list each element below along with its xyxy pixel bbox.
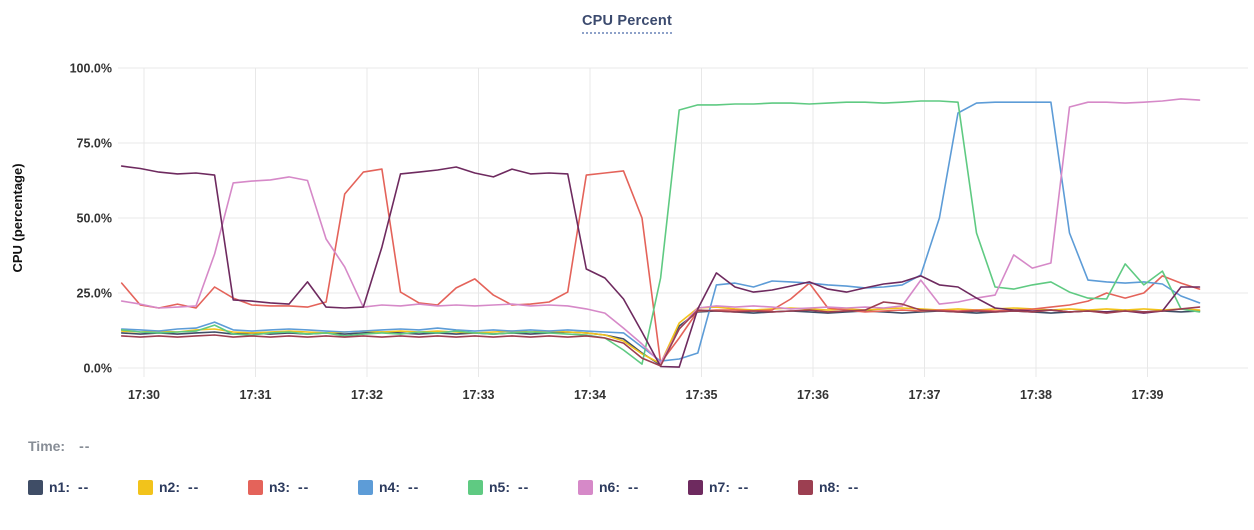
legend-item-n2[interactable]: n2: -- <box>138 479 248 495</box>
time-readout: Time: -- <box>28 438 90 454</box>
legend-label-n6: n6: <box>599 479 620 495</box>
legend-swatch-n5 <box>468 479 483 495</box>
x-axis-labels: 17:30 17:31 17:32 17:33 17:34 17:35 17:36 17:37… <box>128 388 1164 402</box>
legend-swatch-n4 <box>358 479 373 495</box>
legend-value-n8: -- <box>848 479 860 495</box>
legend-label-n5: n5: <box>489 479 510 495</box>
legend-item-n7[interactable]: n7: -- <box>688 479 798 495</box>
legend-value-n3: -- <box>298 479 310 495</box>
legend-swatch-n3 <box>248 479 263 495</box>
legend-swatch-n6 <box>578 479 593 495</box>
x-tick-label: 17:38 <box>1020 388 1052 402</box>
grid <box>118 67 1248 377</box>
legend-item-n8[interactable]: n8: -- <box>798 479 908 495</box>
legend-swatch-n8 <box>798 479 813 495</box>
legend-value-n5: -- <box>518 479 530 495</box>
legend-value-n1: -- <box>78 479 90 495</box>
y-axis-title: CPU (percentage) <box>10 163 25 272</box>
series-line-n6 <box>120 98 1201 364</box>
x-tick-label: 17:33 <box>463 388 495 402</box>
legend-label-n7: n7: <box>709 479 730 495</box>
legend-label-n2: n2: <box>159 479 180 495</box>
x-tick-label: 17:37 <box>909 388 941 402</box>
series-lines <box>120 98 1201 368</box>
legend-item-n6[interactable]: n6: -- <box>578 479 688 495</box>
y-tick-label: 25.0% <box>77 287 112 301</box>
y-axis-labels: 100.0% 75.0% 50.0% 25.0% 0.0% <box>70 62 112 376</box>
y-tick-label: 100.0% <box>70 62 112 76</box>
time-value: -- <box>79 438 91 454</box>
legend-swatch-n1 <box>28 479 43 495</box>
legend-label-n4: n4: <box>379 479 400 495</box>
legend-value-n6: -- <box>628 479 640 495</box>
series-line-n2 <box>120 306 1201 365</box>
x-tick-label: 17:31 <box>240 388 272 402</box>
series-line-n5 <box>120 100 1201 365</box>
x-tick-label: 17:35 <box>686 388 718 402</box>
series-line-n4 <box>120 101 1201 362</box>
legend-item-n1[interactable]: n1: -- <box>28 479 138 495</box>
cpu-percent-chart[interactable]: 100.0% 75.0% 50.0% 25.0% 0.0% 17:30 17:31 17:32… <box>0 0 1254 420</box>
y-tick-label: 0.0% <box>84 362 113 376</box>
x-tick-label: 17:32 <box>351 388 383 402</box>
time-label: Time: <box>28 438 66 454</box>
chart-legend: n1: -- n2: -- n3: -- n4: -- n5: -- n6: -- n7: -- n8: -- <box>28 479 908 495</box>
legend-item-n5[interactable]: n5: -- <box>468 479 578 495</box>
legend-label-n3: n3: <box>269 479 290 495</box>
legend-value-n4: -- <box>408 479 420 495</box>
chart-title[interactable]: CPU Percent <box>581 13 673 34</box>
legend-item-n4[interactable]: n4: -- <box>358 479 468 495</box>
legend-value-n7: -- <box>738 479 750 495</box>
x-tick-label: 17:34 <box>574 388 606 402</box>
legend-swatch-n7 <box>688 479 703 495</box>
x-tick-label: 17:30 <box>128 388 160 402</box>
chart-title-row: CPU Percent <box>0 12 1254 34</box>
legend-item-n3[interactable]: n3: -- <box>248 479 358 495</box>
legend-label-n1: n1: <box>49 479 70 495</box>
series-line-n8 <box>120 301 1201 367</box>
x-tick-label: 17:39 <box>1132 388 1164 402</box>
legend-label-n8: n8: <box>819 479 840 495</box>
legend-swatch-n2 <box>138 479 153 495</box>
legend-value-n2: -- <box>188 479 200 495</box>
y-tick-label: 50.0% <box>77 212 112 226</box>
x-tick-label: 17:36 <box>797 388 829 402</box>
y-tick-label: 75.0% <box>77 137 112 151</box>
